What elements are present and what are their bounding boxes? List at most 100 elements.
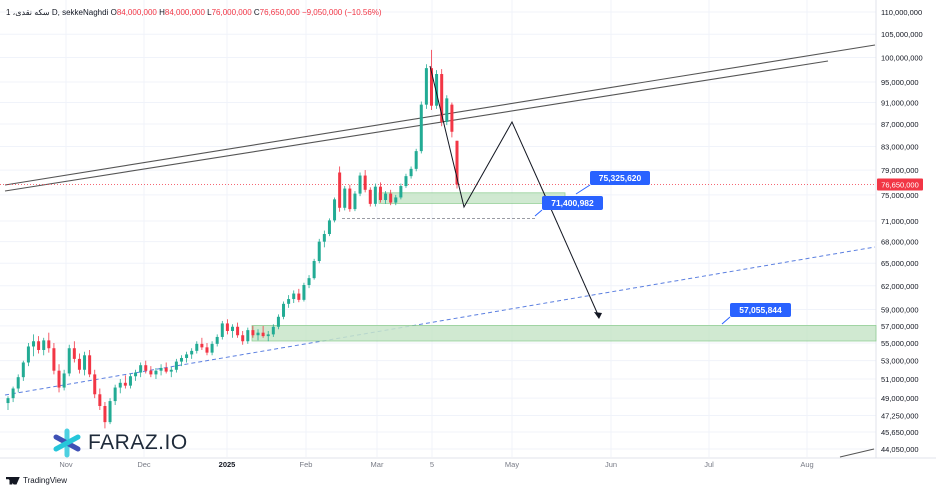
x-tick-label: Nov: [59, 460, 73, 469]
candle-body: [409, 168, 413, 177]
candle: [108, 398, 112, 425]
zone-lower-label-box: [542, 196, 603, 210]
candle: [103, 402, 107, 429]
candle-body: [195, 343, 199, 351]
candle-body: [450, 104, 454, 132]
channel-lower-line: [4, 60, 829, 192]
tradingview-brand[interactable]: TradingView: [6, 476, 67, 485]
candle-body: [358, 175, 362, 194]
candle-body: [261, 332, 265, 337]
candle-body: [32, 341, 36, 347]
candle: [11, 386, 15, 403]
candle-body: [266, 334, 270, 337]
y-tick-label: 57,000,000: [881, 322, 919, 331]
annotation-labels: 75,325,620 71,400,982 57,055,844 76,650,000: [534, 171, 923, 325]
x-tick-label: Feb: [300, 460, 313, 469]
ohlc-legend: 1 ،سکه نقدی D, sekkeNaghdi O84,000,000 H…: [6, 8, 382, 17]
candle: [236, 322, 240, 338]
y-tick-label: 79,000,000: [881, 166, 919, 175]
last-price-text: 76,650,000: [881, 180, 919, 189]
candle: [399, 183, 403, 200]
candle: [32, 334, 36, 357]
candle-body: [287, 299, 291, 304]
candle: [210, 341, 214, 356]
candle: [307, 275, 311, 289]
candle: [327, 218, 331, 237]
candle-body: [200, 343, 204, 348]
candle: [378, 182, 382, 203]
y-tick-label: 53,000,000: [881, 357, 919, 366]
x-tick-label: Mar: [371, 460, 384, 469]
candle: [251, 325, 255, 338]
candle: [195, 341, 199, 354]
target-label-text: 57,055,844: [739, 305, 782, 315]
zone-upper-pointer: [575, 184, 591, 195]
candle: [179, 355, 183, 367]
zone-lower-label-text: 71,400,982: [551, 198, 594, 208]
candle-body: [338, 172, 342, 208]
candle: [37, 336, 41, 354]
candle: [256, 329, 260, 341]
candle-body: [144, 365, 148, 371]
candlestick-series: [6, 49, 459, 429]
candle-body: [128, 376, 132, 386]
trend-channel: [4, 44, 876, 458]
candle: [93, 369, 97, 399]
candle-body: [236, 326, 240, 336]
chart-axes: [0, 0, 936, 459]
candle: [220, 320, 224, 340]
candle: [394, 194, 398, 206]
candle-body: [123, 382, 127, 386]
candle: [83, 351, 87, 376]
low-value: 76,000,000: [211, 8, 252, 17]
target-pointer: [721, 316, 731, 325]
candle-body: [77, 358, 81, 370]
x-tick-label: 2025: [219, 460, 236, 469]
candle: [276, 314, 280, 330]
candle: [231, 324, 234, 338]
zone-lower-pointer: [534, 209, 543, 217]
x-axis-ticks: Nov Dec 2025 Feb Mar 5 May Jun Jul Aug: [59, 460, 813, 469]
candle: [139, 362, 143, 378]
y-axis-ticks: 110,000,000 105,000,000 100,000,000 95,000,…: [881, 8, 923, 454]
candle-body: [419, 104, 423, 152]
y-tick-label: 91,000,000: [881, 99, 919, 108]
x-tick-label: Jul: [704, 460, 714, 469]
target-label-box: [730, 303, 791, 317]
candle-body: [37, 341, 41, 350]
candle-body: [52, 348, 56, 371]
candle-body: [47, 340, 51, 349]
candle: [455, 140, 459, 189]
candle-body: [363, 175, 367, 190]
candle-body: [256, 332, 260, 336]
candle-body: [343, 188, 347, 208]
change-value: −9,050,000 (−10.56%): [301, 8, 382, 17]
faraz-watermark: FARAZ.IO: [52, 428, 188, 458]
chart-grid: [0, 0, 876, 457]
candle: [205, 342, 209, 356]
candle-body: [62, 373, 66, 388]
y-tick-label: 49,000,000: [881, 394, 919, 403]
candle-body: [88, 355, 92, 375]
tradingview-text: TradingView: [23, 476, 68, 485]
candle-body: [327, 220, 331, 235]
candle-body: [134, 372, 138, 377]
candle-body: [210, 343, 214, 353]
y-tick-label: 47,250,000: [881, 412, 919, 421]
candle-body: [57, 370, 61, 388]
candle: [225, 319, 229, 335]
candle-body: [98, 394, 102, 407]
candle: [435, 70, 439, 109]
candle-body: [322, 234, 326, 242]
symbol-name: 1 ،سکه نقدی D, sekkeNaghdi: [6, 8, 109, 17]
candle-body: [317, 241, 321, 262]
candle: [343, 186, 347, 211]
channel-upper-line: [4, 44, 876, 186]
y-tick-label: 105,000,000: [881, 30, 923, 39]
candle: [98, 388, 102, 410]
candle-body: [72, 348, 76, 359]
candle-body: [220, 323, 224, 337]
candle-body: [241, 335, 245, 342]
candle-body: [159, 367, 163, 371]
